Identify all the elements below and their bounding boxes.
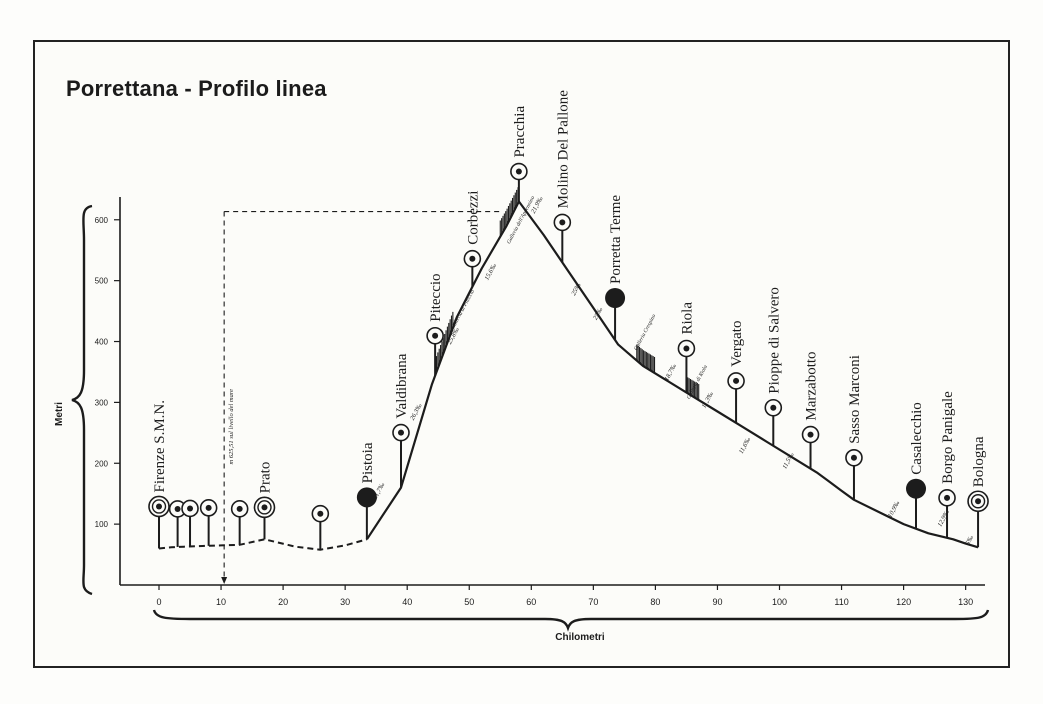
gradient-note: 11,5‰ [781, 451, 796, 470]
station-label: Bologna [971, 436, 987, 487]
gradient-note: 10,9‰ [887, 499, 902, 519]
station-marker-dot [807, 431, 814, 438]
station-marker-dot [174, 505, 181, 512]
station-marker-dot [397, 429, 404, 436]
station-marker-dot [944, 494, 951, 501]
y-tick-label: 100 [95, 520, 109, 529]
station-marker-dot [156, 503, 162, 510]
station-marker-dot [317, 510, 324, 517]
station-marker-dot [515, 168, 522, 175]
tunnel-note: Galleria Crespino [633, 313, 657, 351]
y-brace [71, 204, 93, 596]
x-tick-label: 100 [772, 597, 787, 607]
figure-frame [33, 40, 1010, 668]
station-label: Molino Del Pallone [555, 90, 571, 209]
y-axis-label: Metri [54, 402, 65, 426]
station-marker-major [906, 478, 927, 499]
station-marker-dot [469, 255, 476, 262]
altitude-note: m 625,51 sul livello del mare [228, 389, 235, 465]
station-label: Pracchia [512, 106, 528, 158]
station-marker-dot [850, 454, 857, 461]
station-label: Firenze S.M.N. [152, 400, 168, 493]
station-label: Sasso Marconi [847, 355, 863, 444]
station-marker-major [356, 487, 377, 508]
station-marker-dot [236, 505, 243, 512]
profile-line-mountain [365, 200, 979, 549]
x-axis-label: Chilometri [555, 632, 605, 643]
station-marker-dot [975, 498, 982, 505]
x-tick-label: 90 [712, 597, 722, 607]
y-tick-label: 500 [95, 277, 109, 286]
station-label: Valdibrana [394, 353, 410, 418]
gradient-note: 18,7‰ [663, 363, 678, 383]
x-tick-label: 0 [156, 597, 161, 607]
station-marker-dot [733, 377, 740, 384]
y-tick-label: 300 [95, 398, 109, 407]
x-tick-label: 10 [216, 597, 226, 607]
x-brace [152, 609, 990, 632]
x-tick-label: 130 [958, 597, 973, 607]
station-marker-dot [770, 404, 777, 411]
x-tick-label: 40 [402, 597, 412, 607]
x-tick-label: 60 [526, 597, 536, 607]
x-tick-label: 70 [588, 597, 598, 607]
station-label: Corbezzi [465, 191, 481, 245]
station-label: Casalecchio [909, 402, 925, 474]
x-tick-label: 80 [650, 597, 660, 607]
gradient-note: 5‰ [964, 534, 975, 546]
station-label: Piteccio [428, 273, 444, 321]
y-tick-label: 400 [95, 338, 109, 347]
station-marker-dot [683, 345, 690, 352]
station-label: Pistoia [360, 442, 376, 483]
station-label: Prato [257, 462, 273, 494]
altitude-reference-arrow [221, 577, 228, 584]
y-tick-label: 600 [95, 216, 109, 225]
figure-title: Porrettana - Profilo linea [66, 76, 327, 101]
x-tick-label: 20 [278, 597, 288, 607]
station-marker-dot [205, 504, 212, 511]
station-label: Pioppe di Salvero [766, 287, 782, 394]
station-marker-dot [432, 332, 439, 339]
station-label: Vergato [729, 321, 745, 367]
station-marker-dot [261, 504, 268, 511]
station-marker-dot [559, 219, 566, 226]
station-label: Marzabotto [804, 351, 820, 420]
gradient-note: 11,3‰ [701, 390, 716, 409]
x-tick-label: 120 [896, 597, 911, 607]
station-label: Porretta Terme [608, 195, 624, 284]
x-tick-label: 110 [834, 597, 848, 607]
gradient-note: 12,9‰ [936, 509, 951, 529]
x-tick-label: 30 [340, 597, 350, 607]
station-marker-major [605, 287, 626, 308]
gradient-note: 15,6‰ [483, 262, 498, 282]
tunnel-note: Galleria di Piteccio [450, 289, 476, 331]
x-tick-label: 50 [464, 597, 474, 607]
gradient-note: 11,6‰ [738, 436, 753, 455]
y-tick-label: 200 [95, 459, 109, 468]
station-label: Borgo Panigale [940, 391, 956, 484]
station-label: Riola [679, 302, 695, 335]
station-marker-dot [187, 505, 194, 512]
